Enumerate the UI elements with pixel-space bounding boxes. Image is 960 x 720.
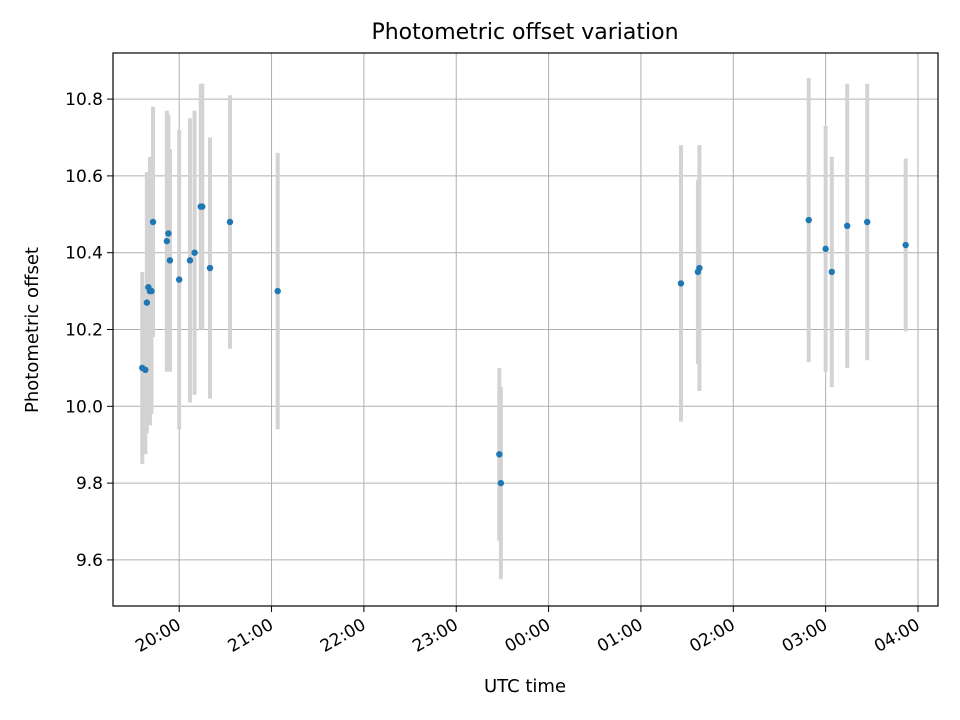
data-point xyxy=(496,451,503,458)
y-tick-label: 9.8 xyxy=(76,474,103,494)
data-point xyxy=(199,203,206,210)
y-tick-label: 10.8 xyxy=(65,90,103,110)
data-point xyxy=(191,249,198,256)
data-point xyxy=(143,299,151,306)
data-point xyxy=(149,218,157,226)
data-point xyxy=(226,218,234,226)
data-point xyxy=(863,218,871,226)
y-tick-label: 10.6 xyxy=(65,167,103,187)
data-point xyxy=(163,237,171,245)
y-tick-label: 10.2 xyxy=(65,321,103,341)
data-point xyxy=(805,216,812,224)
data-point xyxy=(822,245,829,253)
data-point xyxy=(165,230,172,237)
y-axis-label: Photometric offset xyxy=(22,247,43,413)
data-point xyxy=(148,287,155,295)
chart-title: Photometric offset variation xyxy=(371,20,678,45)
data-point xyxy=(902,241,909,249)
data-point xyxy=(497,479,505,487)
x-axis-label: UTC time xyxy=(484,676,566,697)
data-points xyxy=(139,203,909,487)
data-point xyxy=(696,264,703,272)
y-tick-label: 10.4 xyxy=(65,244,103,264)
data-point xyxy=(166,257,174,264)
data-point xyxy=(186,257,194,264)
y-tick-label: 9.6 xyxy=(76,551,103,571)
data-point xyxy=(142,366,149,374)
data-point xyxy=(828,268,835,276)
data-point xyxy=(206,264,214,272)
data-point xyxy=(843,222,851,230)
data-point xyxy=(175,276,183,283)
data-point xyxy=(274,287,281,295)
data-point xyxy=(677,280,685,287)
y-tick-label: 10.0 xyxy=(65,397,103,417)
